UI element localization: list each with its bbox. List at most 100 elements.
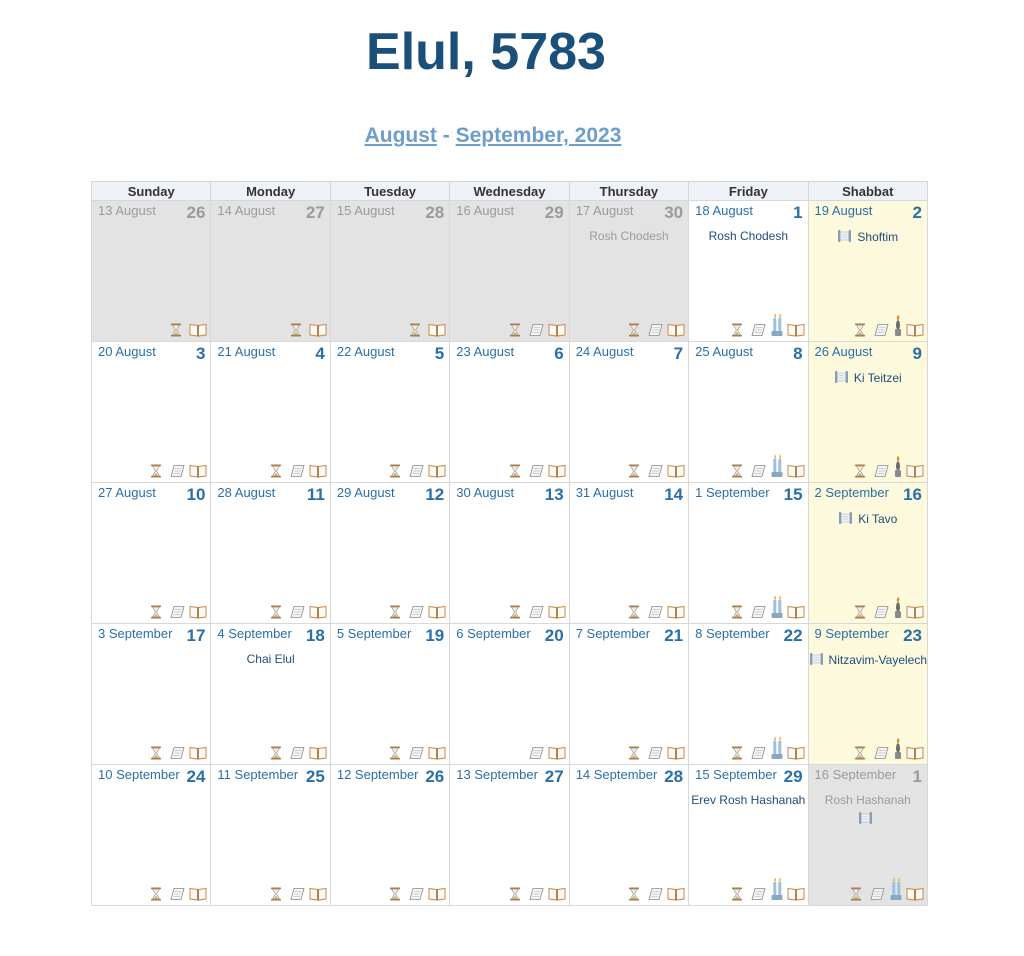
scroll-icon[interactable] <box>169 605 186 619</box>
hourglass-icon[interactable] <box>730 887 747 901</box>
scroll-icon[interactable] <box>289 887 306 901</box>
hourglass-icon[interactable] <box>508 605 525 619</box>
calendar-day-cell[interactable]: 16 August 29 <box>449 200 570 342</box>
hourglass-icon[interactable] <box>627 887 644 901</box>
scroll-icon[interactable] <box>528 605 545 619</box>
hourglass-icon[interactable] <box>730 605 747 619</box>
hourglass-icon[interactable] <box>408 323 425 337</box>
calendar-day-cell[interactable]: 14 August 27 <box>210 200 331 342</box>
calendar-day-cell[interactable]: 4 September 18 Chai Elul <box>210 623 331 765</box>
book-icon[interactable] <box>787 464 805 478</box>
holiday-label[interactable]: Erev Rosh Hashanah <box>691 793 806 807</box>
calendar-day-cell[interactable]: 7 September 21 <box>568 623 690 765</box>
hourglass-icon[interactable] <box>730 323 747 337</box>
candles-icon[interactable] <box>770 595 784 619</box>
calendar-day-cell[interactable]: 6 September 20 <box>449 623 570 765</box>
holiday-label[interactable]: Chai Elul <box>246 652 295 666</box>
candles-icon[interactable] <box>770 736 784 760</box>
book-icon[interactable] <box>309 605 327 619</box>
book-icon[interactable] <box>309 464 327 478</box>
scroll-icon[interactable] <box>408 464 425 478</box>
hourglass-icon[interactable] <box>508 887 525 901</box>
hourglass-icon[interactable] <box>627 323 644 337</box>
book-icon[interactable] <box>906 323 924 337</box>
scroll-icon[interactable] <box>647 464 664 478</box>
calendar-day-cell[interactable]: 26 August 9 Ki Teitzei <box>807 341 929 483</box>
calendar-day-cell[interactable]: 13 August 26 <box>90 200 212 342</box>
scroll-icon[interactable] <box>873 464 890 478</box>
book-icon[interactable] <box>189 323 207 337</box>
holiday-label[interactable]: Rosh Hashanah <box>824 793 911 807</box>
candles-icon[interactable] <box>889 877 903 901</box>
book-icon[interactable] <box>548 323 566 337</box>
havdalah-candle-icon[interactable] <box>893 597 903 619</box>
book-icon[interactable] <box>428 323 446 337</box>
hourglass-icon[interactable] <box>853 605 870 619</box>
hourglass-icon[interactable] <box>149 746 166 760</box>
havdalah-candle-icon[interactable] <box>893 738 903 760</box>
scroll-icon[interactable] <box>169 464 186 478</box>
scroll-icon[interactable] <box>408 887 425 901</box>
hourglass-icon[interactable] <box>149 887 166 901</box>
calendar-day-cell[interactable]: 24 August 7 <box>568 341 690 483</box>
hourglass-icon[interactable] <box>169 323 186 337</box>
scroll-icon[interactable] <box>750 746 767 760</box>
book-icon[interactable] <box>548 605 566 619</box>
candles-icon[interactable] <box>770 313 784 337</box>
hourglass-icon[interactable] <box>149 605 166 619</box>
calendar-day-cell[interactable]: 13 September 27 <box>449 764 570 906</box>
hourglass-icon[interactable] <box>388 605 405 619</box>
book-icon[interactable] <box>428 746 446 760</box>
calendar-day-cell[interactable]: 23 August 6 <box>449 341 570 483</box>
calendar-day-cell[interactable]: 12 September 26 <box>329 764 451 906</box>
book-icon[interactable] <box>667 323 685 337</box>
book-icon[interactable] <box>906 605 924 619</box>
scroll-icon[interactable] <box>169 887 186 901</box>
hourglass-icon[interactable] <box>730 464 747 478</box>
scroll-icon[interactable] <box>869 887 886 901</box>
havdalah-candle-icon[interactable] <box>893 315 903 337</box>
calendar-day-cell[interactable]: 30 August 13 <box>449 482 570 624</box>
calendar-day-cell[interactable]: 31 August 14 <box>568 482 690 624</box>
hourglass-icon[interactable] <box>508 323 525 337</box>
calendar-day-cell[interactable]: 1 September 15 <box>688 482 809 624</box>
book-icon[interactable] <box>189 464 207 478</box>
book-icon[interactable] <box>667 464 685 478</box>
calendar-day-cell[interactable]: 28 August 11 <box>210 482 331 624</box>
book-icon[interactable] <box>667 746 685 760</box>
calendar-day-cell[interactable]: 20 August 3 <box>90 341 212 483</box>
scroll-icon[interactable] <box>408 605 425 619</box>
parsha-link[interactable]: Nitzavim-Vayelech <box>828 653 928 667</box>
calendar-day-cell[interactable]: 15 August 28 <box>329 200 451 342</box>
book-icon[interactable] <box>667 887 685 901</box>
parsha-link[interactable]: Ki Tavo <box>858 512 898 526</box>
book-icon[interactable] <box>906 887 924 901</box>
hourglass-icon[interactable] <box>388 746 405 760</box>
calendar-day-cell[interactable]: 22 August 5 <box>329 341 451 483</box>
scroll-icon[interactable] <box>528 464 545 478</box>
parsha-link[interactable]: Shoftim <box>857 230 899 244</box>
havdalah-candle-icon[interactable] <box>893 456 903 478</box>
calendar-day-cell[interactable]: 10 September 24 <box>90 764 212 906</box>
calendar-day-cell[interactable]: 21 August 4 <box>210 341 331 483</box>
book-icon[interactable] <box>309 746 327 760</box>
calendar-day-cell[interactable]: 11 September 25 <box>210 764 331 906</box>
hourglass-icon[interactable] <box>388 464 405 478</box>
scroll-icon[interactable] <box>750 464 767 478</box>
book-icon[interactable] <box>309 323 327 337</box>
book-icon[interactable] <box>548 887 566 901</box>
calendar-day-cell[interactable]: 2 September 16 Ki Tavo <box>807 482 929 624</box>
book-icon[interactable] <box>906 746 924 760</box>
scroll-icon[interactable] <box>750 323 767 337</box>
scroll-icon[interactable] <box>289 746 306 760</box>
calendar-day-cell[interactable]: 8 September 22 <box>688 623 809 765</box>
september-2023-link[interactable]: September, 2023 <box>455 124 622 147</box>
scroll-icon[interactable] <box>750 887 767 901</box>
calendar-day-cell[interactable]: 16 September 1 Rosh Hashanah <box>807 764 929 906</box>
scroll-icon[interactable] <box>289 464 306 478</box>
hourglass-icon[interactable] <box>730 746 747 760</box>
scroll-icon[interactable] <box>289 605 306 619</box>
hourglass-icon[interactable] <box>269 887 286 901</box>
calendar-day-cell[interactable]: 17 August 30 Rosh Chodesh <box>568 200 690 342</box>
book-icon[interactable] <box>428 887 446 901</box>
